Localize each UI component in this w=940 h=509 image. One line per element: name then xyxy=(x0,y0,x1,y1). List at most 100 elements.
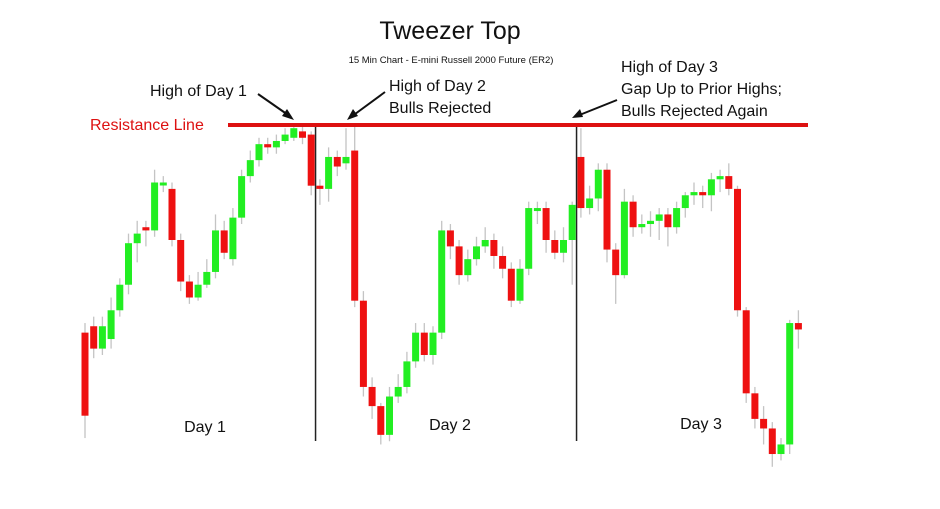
candle-bull xyxy=(194,284,202,298)
candle-bear xyxy=(490,240,498,256)
candle-bull xyxy=(647,220,654,225)
candle-bear xyxy=(577,156,585,209)
candle-bear xyxy=(664,214,672,228)
candle-bear xyxy=(368,386,376,407)
candle-bear xyxy=(299,131,306,138)
annotation-day3-line3: Bulls Rejected Again xyxy=(621,103,768,120)
candle-bull xyxy=(281,134,289,141)
arrow-day1-head xyxy=(282,109,294,120)
candle-bull xyxy=(229,217,237,260)
annotation-day3-high: High of Day 3 Gap Up to Prior Highs; Bul… xyxy=(572,59,782,120)
candle-bull xyxy=(481,240,489,247)
candle-bull xyxy=(272,140,280,148)
candle-bear xyxy=(542,208,550,240)
candle-bull xyxy=(681,195,689,209)
candle-bull xyxy=(429,332,437,355)
candle-bull xyxy=(386,396,393,435)
candle-bull xyxy=(673,208,681,228)
candle-bull xyxy=(516,268,524,301)
candle-bear xyxy=(768,428,776,455)
candle-bull xyxy=(238,176,246,218)
candle-bear xyxy=(751,393,759,419)
candle-bear xyxy=(81,332,89,416)
annotation-day2-line2: Bulls Rejected xyxy=(389,100,491,117)
candle-bull xyxy=(246,160,254,177)
candle-bull xyxy=(655,214,663,221)
candle-bull xyxy=(560,240,567,253)
chart-subtitle: 15 Min Chart - E-mini Russell 2000 Futur… xyxy=(349,55,554,66)
candle-bull xyxy=(586,198,594,209)
candle-bull xyxy=(707,179,715,196)
chart-title: Tweezer Top xyxy=(379,17,520,45)
candle-bull xyxy=(568,204,576,240)
resistance-label: Resistance Line xyxy=(90,117,204,134)
arrow-day3-line xyxy=(576,99,618,117)
candle-bear xyxy=(185,281,193,298)
candle-bear xyxy=(603,169,611,250)
candle-bear xyxy=(794,323,802,330)
day-label-1: Day 1 xyxy=(184,419,226,436)
candle-bear xyxy=(168,188,176,240)
day-label-2: Day 2 xyxy=(429,417,471,434)
candle-bear xyxy=(359,300,367,387)
day-dividers xyxy=(314,125,578,441)
candle-bear xyxy=(551,240,559,253)
candle-bear xyxy=(316,185,324,189)
candle-bull xyxy=(159,182,167,186)
candle-bear xyxy=(760,418,768,429)
annotation-day1-high: High of Day 1 xyxy=(150,83,294,120)
candle-bull xyxy=(716,176,724,180)
candle-bear xyxy=(333,156,341,167)
arrow-day2-line xyxy=(350,91,386,118)
candle-bull xyxy=(325,156,333,189)
candle-bear xyxy=(220,230,228,253)
candle-bull xyxy=(98,326,106,349)
candle-bull xyxy=(125,243,132,285)
annotation-day1-line1: High of Day 1 xyxy=(150,83,247,100)
candle-bull xyxy=(212,230,219,272)
candle-bodies xyxy=(81,128,802,455)
candle-bear xyxy=(177,240,185,282)
candle-bull xyxy=(394,386,402,397)
candle-bull xyxy=(690,192,698,196)
candle-bear xyxy=(507,268,515,301)
candle-bull xyxy=(533,208,541,212)
candle-bull xyxy=(438,230,446,333)
candle-bear xyxy=(725,176,733,189)
candle-bull xyxy=(133,233,141,244)
candle-bull xyxy=(203,271,211,285)
candle-bear xyxy=(499,255,507,269)
candle-bull xyxy=(412,332,420,362)
candle-bull xyxy=(403,361,411,387)
annotation-day2-high: High of Day 2 Bulls Rejected xyxy=(347,78,491,120)
candle-bull xyxy=(151,182,159,231)
candle-bull xyxy=(255,144,263,161)
candle-bull xyxy=(638,224,646,228)
candle-bear xyxy=(142,227,150,231)
day-label-3: Day 3 xyxy=(680,416,722,433)
arrow-day2-head xyxy=(347,109,358,120)
candle-bull xyxy=(786,323,794,445)
candle-bull xyxy=(620,201,628,276)
arrow-day3-head xyxy=(572,109,583,118)
candle-bear xyxy=(264,144,272,148)
candle-bear xyxy=(742,310,750,394)
candle-bear xyxy=(629,201,637,228)
candle-bear xyxy=(377,406,385,435)
candle-bull xyxy=(473,246,480,260)
candle-bear xyxy=(420,332,428,355)
candle-bear xyxy=(699,192,707,196)
candle-bear xyxy=(455,246,463,276)
candle-bull xyxy=(116,284,124,311)
candle-bull xyxy=(594,169,602,199)
annotation-day3-line2: Gap Up to Prior Highs; xyxy=(621,81,782,98)
candle-bear xyxy=(446,230,454,247)
candle-bull xyxy=(464,259,472,276)
candle-bear xyxy=(612,249,620,276)
candle-bear xyxy=(734,188,741,311)
candle-bear xyxy=(307,134,315,186)
candle-bear xyxy=(351,150,359,301)
candle-bear xyxy=(90,326,98,349)
